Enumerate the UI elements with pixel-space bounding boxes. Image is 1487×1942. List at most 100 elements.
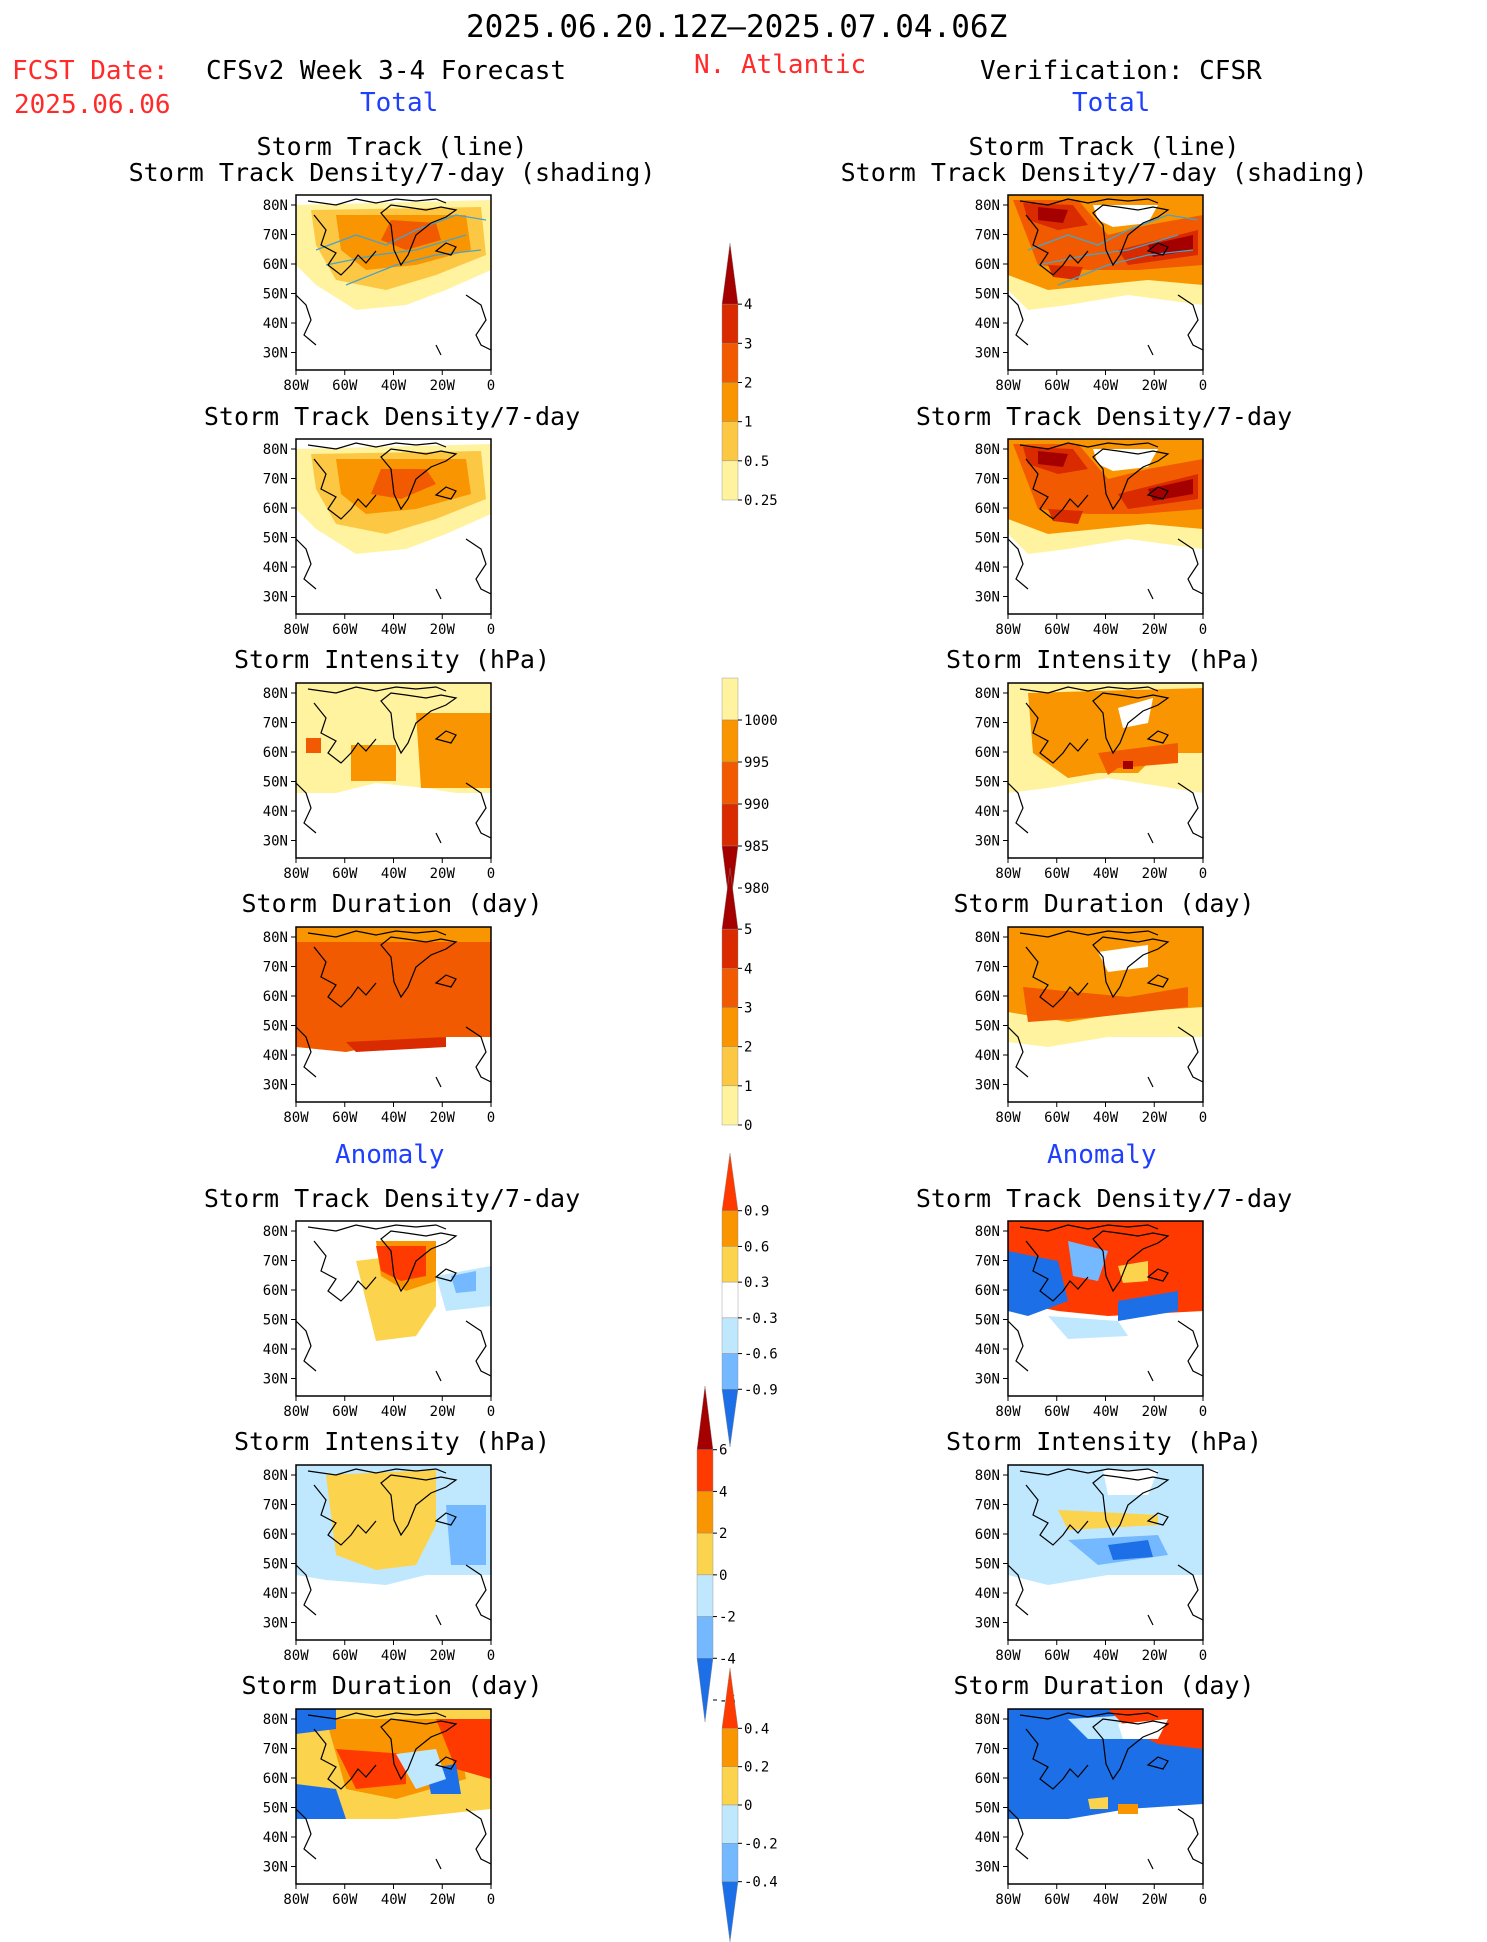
storm-track-lines bbox=[1027, 214, 1199, 286]
lat-tick-label: 80N bbox=[975, 930, 1000, 946]
lat-tick-label: 60N bbox=[263, 1283, 288, 1299]
coastline bbox=[295, 1712, 492, 1870]
lon-tick-label: 60W bbox=[332, 1648, 358, 1664]
lat-tick-label: 80N bbox=[263, 198, 288, 214]
shading-region bbox=[1118, 698, 1153, 728]
lat-tick-label: 70N bbox=[263, 1254, 288, 1270]
lat-tick-label: 80N bbox=[263, 1712, 288, 1728]
map-duration-anom-right: 80N 70N 60N 50N 40N 30N 80W 60W 40W 20W 0 bbox=[975, 1708, 1207, 1908]
title-duration-left: Storm Duration (day) bbox=[241, 889, 543, 918]
lat-tick-label: 30N bbox=[263, 1078, 288, 1094]
lat-tick-label: 40N bbox=[263, 1586, 288, 1602]
colorbar-segment bbox=[721, 343, 739, 383]
title-track-shading-left: Storm Track Density/7-day (shading) bbox=[128, 158, 656, 187]
lat-tick-label: 60N bbox=[263, 501, 288, 517]
lat-tick-label: 40N bbox=[975, 1342, 1000, 1358]
colorbar-segment bbox=[696, 1449, 714, 1492]
lat-tick-label: 60N bbox=[975, 989, 1000, 1005]
shading-region bbox=[346, 1037, 446, 1052]
lon-tick-label: 60W bbox=[1044, 1404, 1070, 1420]
lon-tick-label: 20W bbox=[1142, 1892, 1168, 1908]
lon-tick-label: 40W bbox=[1093, 1110, 1119, 1126]
title-intensity-anom-left: Storm Intensity (hPa) bbox=[233, 1427, 551, 1456]
title-density-anom-right: Storm Track Density/7-day bbox=[915, 1184, 1293, 1213]
map-density-left: 80N 70N 60N 50N 40N 30N 80W 60W 40W 20W 0 bbox=[263, 438, 495, 638]
map-intensity-left: 80N 70N 60N 50N 40N 30N 80W 60W 40W 20W 0 bbox=[263, 682, 495, 882]
colorbar-density: 4 3 2 1 0.5 0.25 bbox=[721, 242, 778, 509]
lon-tick-label: 20W bbox=[430, 1404, 456, 1420]
lat-tick-label: 60N bbox=[975, 1771, 1000, 1787]
colorbar-segment bbox=[721, 1353, 739, 1390]
lon-tick-label: 20W bbox=[430, 1648, 456, 1664]
colorbar-segment bbox=[696, 1385, 714, 1450]
lat-tick-label: 40N bbox=[263, 316, 288, 332]
lon-tick-label: 40W bbox=[381, 1110, 407, 1126]
coastline bbox=[1007, 1224, 1204, 1382]
shading-region bbox=[1093, 449, 1158, 471]
lat-tick-label: 30N bbox=[263, 834, 288, 850]
colorbar-label: 6 bbox=[719, 1443, 727, 1459]
shading-region bbox=[306, 738, 321, 753]
lon-tick-label: 0 bbox=[1199, 1404, 1207, 1420]
shading-region bbox=[1028, 688, 1203, 778]
lat-tick-label: 70N bbox=[263, 1742, 288, 1758]
shading-region bbox=[296, 1709, 461, 1819]
lon-tick-label: 40W bbox=[381, 866, 407, 882]
colorbar-segment bbox=[721, 1804, 739, 1844]
lat-tick-label: 70N bbox=[975, 1254, 1000, 1270]
lat-tick-label: 40N bbox=[263, 1048, 288, 1064]
lon-tick-label: 80W bbox=[995, 1110, 1021, 1126]
colorbar-label: 2 bbox=[719, 1526, 727, 1542]
lon-tick-label: 0 bbox=[487, 622, 495, 638]
lon-tick-label: 0 bbox=[1199, 622, 1207, 638]
lon-tick-label: 0 bbox=[487, 1648, 495, 1664]
shading-region bbox=[376, 1246, 426, 1281]
lon-tick-label: 20W bbox=[430, 378, 456, 394]
colorbar-label: -4 bbox=[719, 1651, 736, 1667]
lat-tick-label: 70N bbox=[263, 472, 288, 488]
colorbar-segment bbox=[721, 1152, 739, 1211]
lat-tick-label: 30N bbox=[975, 834, 1000, 850]
lat-tick-label: 40N bbox=[975, 316, 1000, 332]
title-track-shading-right: Storm Track Density/7-day (shading) bbox=[840, 158, 1368, 187]
colorbar-segment bbox=[721, 968, 739, 1008]
map-intensity-right: 80N 70N 60N 50N 40N 30N 80W 60W 40W 20W 0 bbox=[975, 682, 1207, 882]
lat-tick-label: 80N bbox=[975, 1224, 1000, 1240]
lat-tick-label: 50N bbox=[975, 531, 1000, 547]
total-label-left: Total bbox=[360, 88, 439, 118]
colorbar-label: 4 bbox=[744, 961, 752, 977]
lat-tick-label: 30N bbox=[975, 346, 1000, 362]
lon-tick-label: 20W bbox=[430, 1110, 456, 1126]
lat-tick-label: 80N bbox=[975, 198, 1000, 214]
colorbar-label: 4 bbox=[744, 297, 752, 313]
lon-tick-label: 80W bbox=[283, 1648, 309, 1664]
map-duration-right: 80N 70N 60N 50N 40N 30N 80W 60W 40W 20W 0 bbox=[975, 926, 1207, 1126]
lat-tick-label: 70N bbox=[975, 1742, 1000, 1758]
coastline bbox=[295, 686, 492, 844]
coastline bbox=[1007, 1712, 1204, 1870]
lat-tick-label: 70N bbox=[975, 1498, 1000, 1514]
shading-region bbox=[1023, 203, 1198, 280]
colorbar-segment bbox=[721, 1728, 739, 1767]
shading-region bbox=[1118, 1719, 1168, 1739]
colorbar-label: 0.3 bbox=[744, 1275, 769, 1291]
lon-tick-label: 80W bbox=[995, 378, 1021, 394]
lat-tick-label: 60N bbox=[975, 1527, 1000, 1543]
lon-tick-label: 80W bbox=[283, 1404, 309, 1420]
lat-tick-label: 60N bbox=[975, 745, 1000, 761]
lon-tick-label: 40W bbox=[1093, 378, 1119, 394]
lat-tick-label: 50N bbox=[975, 1801, 1000, 1817]
colorbar-segment bbox=[721, 382, 739, 422]
lon-tick-label: 80W bbox=[995, 1648, 1021, 1664]
lon-tick-label: 0 bbox=[1199, 378, 1207, 394]
lon-tick-label: 80W bbox=[283, 866, 309, 882]
colorbar-density_anom: 0.9 0.6 0.3 -0.3 -0.6 -0.9 bbox=[721, 1152, 778, 1448]
lon-tick-label: 0 bbox=[487, 378, 495, 394]
colorbar-label: -2 bbox=[719, 1610, 736, 1626]
lon-tick-label: 60W bbox=[332, 1110, 358, 1126]
map-intensity-anom-right: 80N 70N 60N 50N 40N 30N 80W 60W 40W 20W 0 bbox=[975, 1464, 1207, 1664]
region-title: N. Atlantic bbox=[694, 50, 867, 80]
colorbar-label: 0.4 bbox=[744, 1721, 769, 1737]
lon-tick-label: 0 bbox=[1199, 1648, 1207, 1664]
colorbar-label: 980 bbox=[744, 881, 769, 897]
